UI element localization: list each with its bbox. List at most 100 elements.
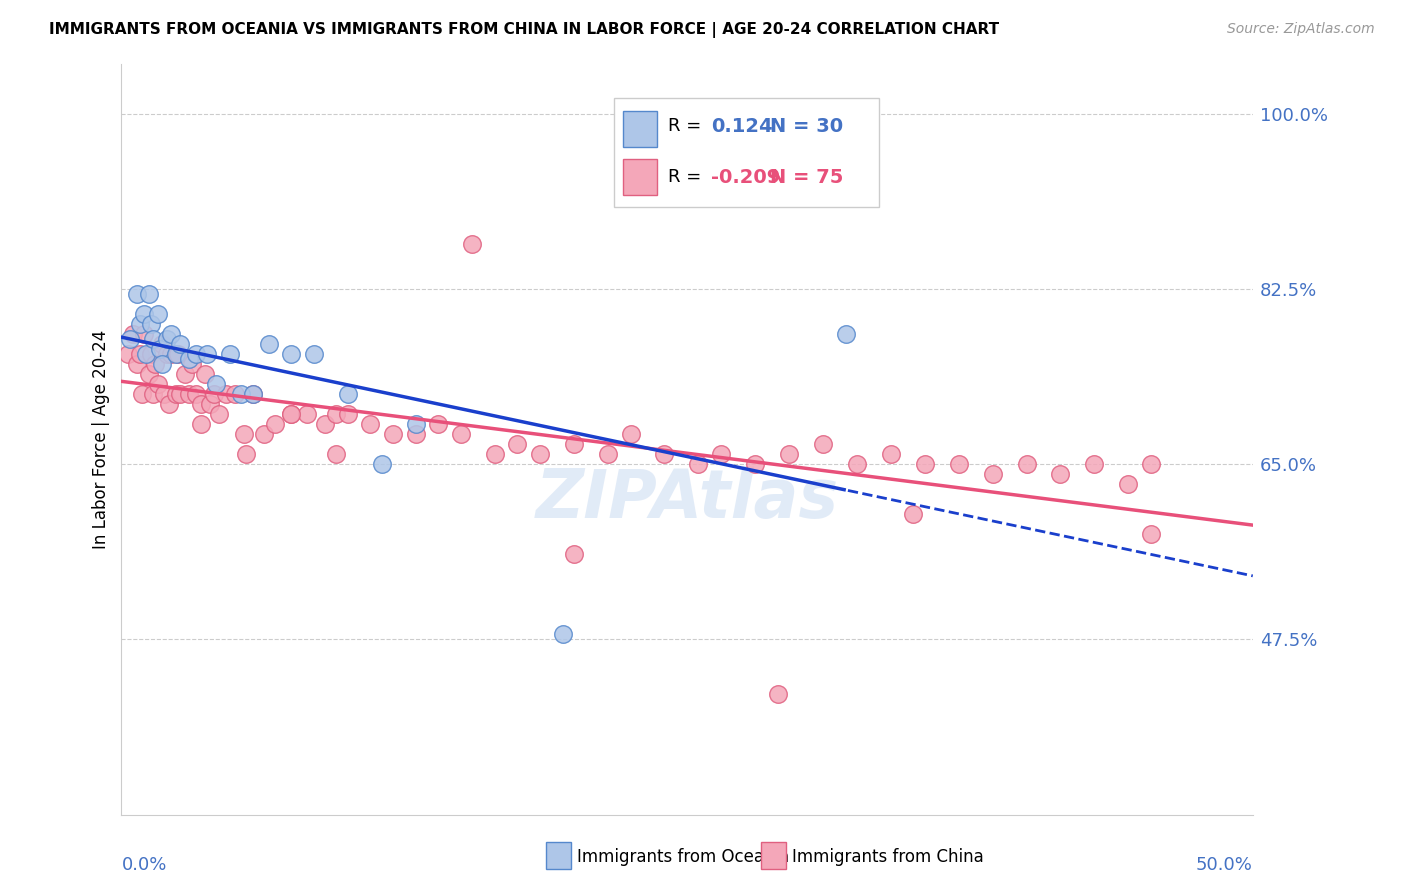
- Point: [562, 548, 585, 562]
- Point: [202, 387, 225, 401]
- Point: [157, 397, 180, 411]
- Text: IMMIGRANTS FROM OCEANIA VS IMMIGRANTS FROM CHINA IN LABOR FORCE | AGE 20-24 CORR: IMMIGRANTS FROM OCEANIA VS IMMIGRANTS FR…: [49, 22, 1000, 38]
- Point: [198, 397, 221, 411]
- Point: [325, 407, 347, 421]
- Point: [484, 447, 506, 461]
- Point: [127, 357, 149, 371]
- Point: [264, 417, 287, 432]
- Point: [149, 343, 172, 357]
- Point: [156, 332, 179, 346]
- Text: 50.0%: 50.0%: [1197, 855, 1253, 874]
- Point: [180, 357, 202, 371]
- Point: [205, 377, 228, 392]
- Text: N = 30: N = 30: [769, 117, 842, 136]
- Point: [165, 387, 187, 401]
- FancyBboxPatch shape: [546, 842, 571, 869]
- Point: [302, 347, 325, 361]
- Point: [132, 327, 155, 342]
- Point: [142, 332, 165, 346]
- FancyBboxPatch shape: [623, 160, 657, 195]
- Point: [370, 458, 392, 472]
- Point: [179, 352, 201, 367]
- Text: Source: ZipAtlas.com: Source: ZipAtlas.com: [1227, 22, 1375, 37]
- Text: N = 75: N = 75: [769, 168, 844, 187]
- Point: [551, 627, 574, 641]
- Point: [1140, 527, 1163, 541]
- Point: [596, 447, 619, 461]
- Point: [766, 688, 789, 702]
- Point: [903, 508, 925, 522]
- Point: [280, 407, 302, 421]
- Point: [165, 347, 187, 361]
- Point: [427, 417, 450, 432]
- Point: [146, 307, 169, 321]
- Point: [169, 387, 191, 401]
- Point: [190, 417, 212, 432]
- Point: [231, 387, 253, 401]
- Point: [834, 327, 856, 342]
- Point: [160, 327, 183, 342]
- Point: [135, 347, 157, 361]
- Point: [880, 447, 903, 461]
- Point: [197, 347, 219, 361]
- Point: [160, 347, 183, 361]
- Text: Immigrants from China: Immigrants from China: [793, 847, 984, 865]
- Point: [325, 447, 347, 461]
- FancyBboxPatch shape: [623, 111, 657, 146]
- Text: R =: R =: [668, 169, 707, 186]
- Point: [224, 387, 246, 401]
- Point: [232, 427, 254, 442]
- Text: 0.124: 0.124: [711, 117, 772, 136]
- FancyBboxPatch shape: [761, 842, 786, 869]
- Point: [184, 387, 207, 401]
- Point: [142, 387, 165, 401]
- Point: [280, 407, 302, 421]
- Point: [194, 368, 217, 382]
- Point: [811, 437, 834, 451]
- Text: ZIPAtlas: ZIPAtlas: [536, 467, 838, 533]
- FancyBboxPatch shape: [613, 98, 879, 207]
- Point: [381, 427, 404, 442]
- Point: [314, 417, 336, 432]
- Point: [529, 447, 551, 461]
- Point: [1015, 458, 1038, 472]
- Point: [405, 417, 427, 432]
- Point: [845, 458, 868, 472]
- Point: [208, 407, 231, 421]
- Point: [778, 447, 800, 461]
- Point: [1083, 458, 1105, 472]
- Point: [128, 317, 150, 331]
- Point: [139, 317, 162, 331]
- Point: [1140, 458, 1163, 472]
- Point: [280, 347, 302, 361]
- Y-axis label: In Labor Force | Age 20-24: In Labor Force | Age 20-24: [93, 330, 110, 549]
- Point: [242, 387, 264, 401]
- Point: [981, 467, 1004, 482]
- Text: R =: R =: [668, 118, 707, 136]
- Text: -0.209: -0.209: [711, 168, 780, 187]
- Point: [654, 447, 676, 461]
- Point: [145, 357, 167, 371]
- Point: [127, 287, 149, 301]
- Point: [506, 437, 529, 451]
- Point: [190, 397, 212, 411]
- Point: [336, 407, 359, 421]
- Point: [688, 458, 710, 472]
- Point: [295, 407, 318, 421]
- Point: [710, 447, 733, 461]
- Point: [179, 387, 201, 401]
- Point: [461, 237, 484, 252]
- Point: [117, 347, 139, 361]
- Point: [167, 347, 190, 361]
- Point: [359, 417, 381, 432]
- Point: [242, 387, 264, 401]
- Point: [336, 387, 359, 401]
- Point: [744, 458, 766, 472]
- Point: [1118, 477, 1140, 491]
- Point: [150, 357, 173, 371]
- Point: [138, 368, 160, 382]
- Point: [131, 387, 153, 401]
- Point: [184, 347, 207, 361]
- Point: [405, 427, 427, 442]
- Point: [146, 377, 169, 392]
